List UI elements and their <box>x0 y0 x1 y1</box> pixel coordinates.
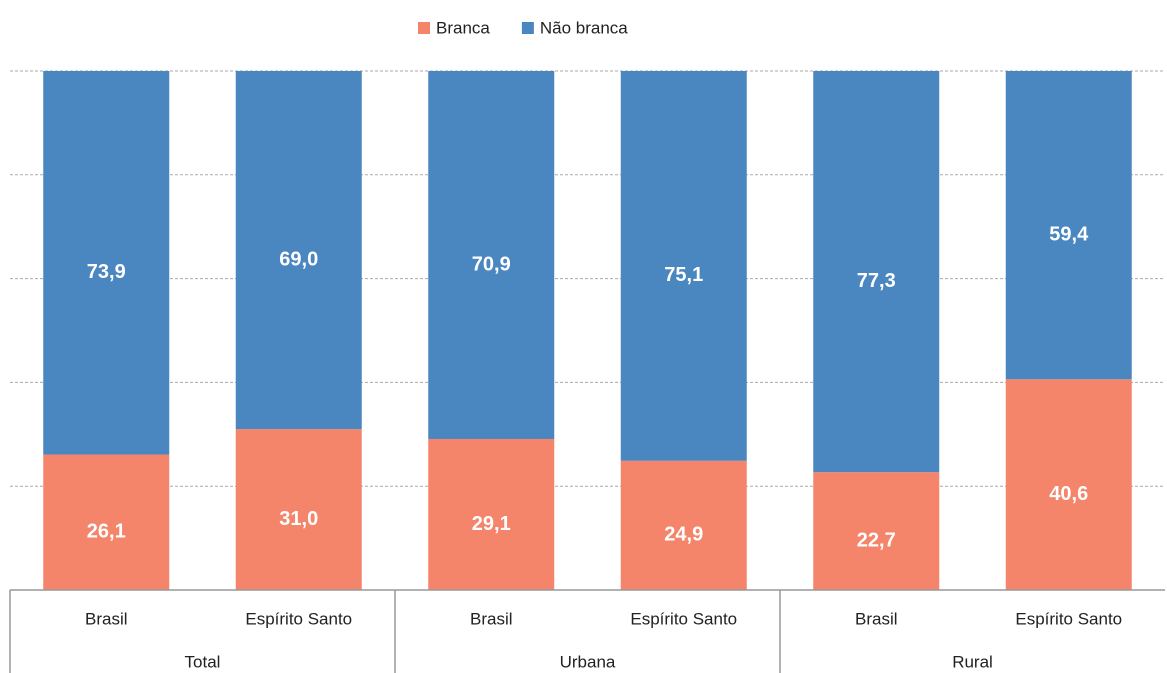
data-label: 29,1 <box>472 513 511 535</box>
group-label: Urbana <box>560 652 616 671</box>
data-label: 73,9 <box>87 261 126 283</box>
data-label: 75,1 <box>664 264 703 286</box>
bar-segment <box>235 71 362 430</box>
group-label: Total <box>185 652 221 671</box>
bar-segment <box>428 71 555 439</box>
bar-segment <box>1005 379 1132 590</box>
legend-label: Não branca <box>540 18 628 37</box>
group-label: Rural <box>952 652 993 671</box>
legend-swatch <box>521 22 534 34</box>
data-label: 69,0 <box>279 248 318 270</box>
data-label: 70,9 <box>472 253 511 275</box>
x-tick-label: Brasil <box>470 609 513 628</box>
legend-swatch <box>418 22 430 34</box>
x-tick-label: Brasil <box>85 609 128 628</box>
data-label: 24,9 <box>664 524 703 546</box>
x-tick-label: Brasil <box>855 609 898 628</box>
data-label: 59,4 <box>1049 223 1089 245</box>
bar-segment <box>428 438 555 590</box>
x-tick-label: Espírito Santo <box>245 609 352 628</box>
bar-segment <box>235 429 362 590</box>
bar-segment <box>1005 71 1132 380</box>
x-tick-label: Espírito Santo <box>1015 609 1122 628</box>
data-label: 40,6 <box>1049 483 1088 505</box>
data-label: 22,7 <box>857 529 896 551</box>
x-tick-label: Espírito Santo <box>630 609 737 628</box>
bar-segment <box>620 460 747 590</box>
bar-segment <box>43 454 170 590</box>
bar-segment <box>620 71 747 461</box>
bar-segment <box>813 71 940 473</box>
data-label: 26,1 <box>87 521 126 543</box>
bar-segment <box>813 472 940 590</box>
bar-segment <box>43 71 170 455</box>
data-label: 77,3 <box>857 270 896 292</box>
data-label: 31,0 <box>279 508 318 530</box>
legend-label: Branca <box>436 18 490 37</box>
